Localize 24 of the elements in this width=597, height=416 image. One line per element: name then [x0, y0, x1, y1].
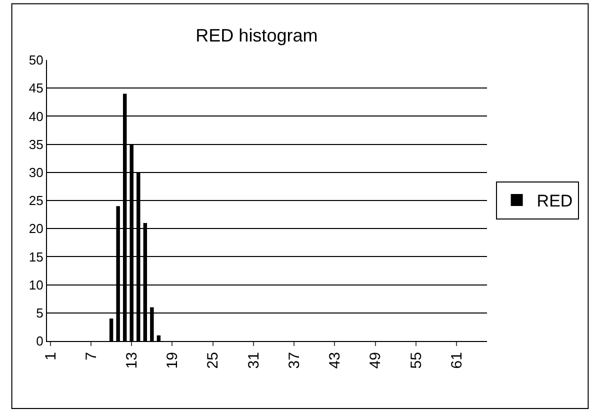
- x-tick-label: 49: [367, 352, 384, 369]
- y-tick-label: 35: [28, 136, 44, 152]
- x-tick-label: 43: [326, 352, 344, 369]
- y-tick-label: 25: [28, 193, 44, 208]
- y-tick-label: 10: [28, 277, 44, 292]
- y-tick-label: 15: [28, 249, 44, 264]
- y-tick-label: 20: [28, 221, 44, 236]
- y-tick-label: 5: [36, 305, 44, 320]
- x-tick-label: 13: [123, 352, 140, 369]
- chart-title: RED histogram: [196, 26, 318, 46]
- y-tick-label: 40: [28, 108, 44, 124]
- x-tick-label: 1: [42, 352, 60, 360]
- y-tick-label: 45: [28, 80, 44, 96]
- x-tick-label: 55: [408, 352, 425, 369]
- y-tick-label: 50: [28, 52, 44, 68]
- x-tick-label: 25: [204, 352, 222, 369]
- x-tick-label: 7: [82, 352, 100, 360]
- x-tick-label: 37: [286, 352, 303, 369]
- y-tick-label: 30: [28, 164, 44, 180]
- x-tick-label: 19: [164, 352, 182, 369]
- x-tick-label: 61: [448, 352, 466, 369]
- x-tick-label: 31: [245, 352, 262, 369]
- legend-label: RED: [536, 192, 573, 211]
- y-tick-label: 0: [36, 334, 44, 349]
